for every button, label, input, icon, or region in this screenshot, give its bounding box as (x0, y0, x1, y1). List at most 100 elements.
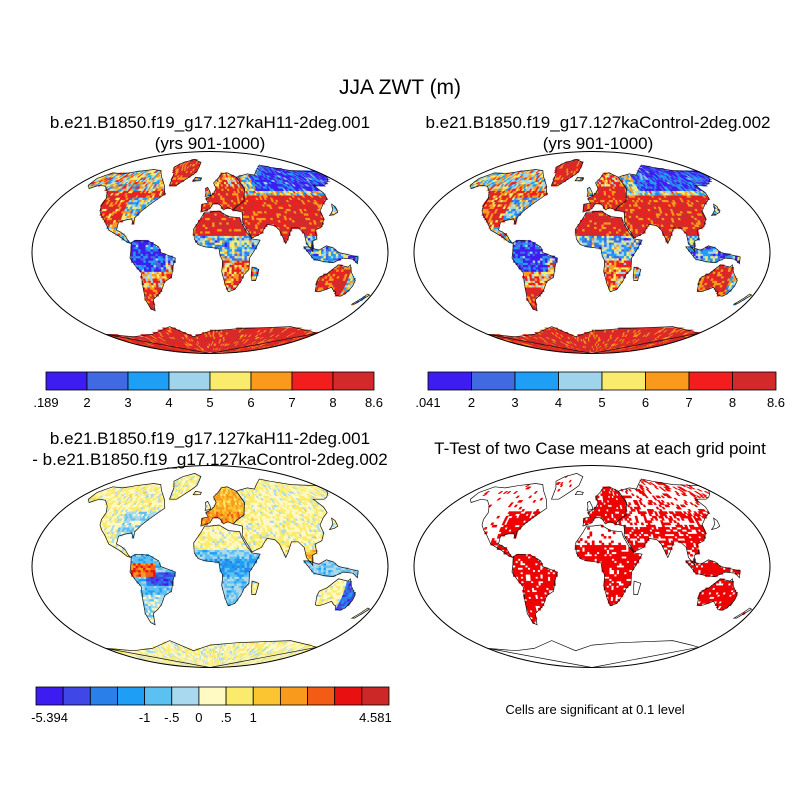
grid-cell (226, 226, 230, 230)
grid-cell (216, 213, 220, 216)
grid-cell (212, 235, 216, 239)
grid-cell (233, 219, 237, 223)
panel-3-title: b.e21.B1850.f19_g17.127kaH11-2deg.001 - … (30, 428, 390, 470)
grid-cell (208, 331, 211, 335)
grid-cell (246, 239, 250, 243)
grid-cell (202, 221, 206, 225)
grid-cell (143, 262, 147, 266)
grid-cell (160, 257, 164, 261)
panel-4-title: T-Test of two Case means at each grid po… (434, 439, 766, 458)
grid-cell (251, 242, 255, 245)
grid-cell (241, 237, 245, 241)
grid-cell (243, 264, 248, 268)
grid-cell (241, 255, 245, 259)
grid-cell (143, 242, 147, 245)
grid-cell (145, 253, 149, 257)
grid-cell (244, 257, 248, 261)
grid-cell (212, 242, 216, 245)
grid-cell (249, 221, 253, 225)
grid-cell (330, 253, 334, 257)
grid-cell (233, 226, 237, 230)
grid-cell (228, 224, 232, 227)
grid-cell (163, 264, 167, 268)
grid-cell (212, 239, 216, 243)
grid-cell (238, 228, 242, 232)
grid-cell (244, 251, 248, 254)
grid-cell (145, 248, 149, 252)
grid-cell (244, 239, 248, 243)
grid-cell (219, 235, 223, 239)
grid-cell (318, 253, 322, 257)
grid-cell (212, 221, 215, 225)
grid-cell (205, 219, 208, 223)
grid-cell (145, 244, 149, 248)
grid-cell (233, 278, 237, 281)
grid-cell (241, 269, 245, 272)
grid-cell (222, 244, 226, 248)
grid-cell (146, 269, 150, 272)
grid-cell (320, 257, 324, 261)
grid-cell (224, 228, 228, 232)
grid-cell (229, 246, 233, 250)
grid-cell (155, 248, 159, 252)
grid-cell (209, 228, 213, 232)
grid-cell (214, 244, 218, 248)
grid-cell (199, 237, 203, 241)
grid-cell (340, 253, 344, 257)
grid-cell (235, 219, 239, 223)
grid-cell (214, 221, 218, 225)
grid-cell (221, 266, 225, 270)
panel-3-title-line2: - b.e21.B1850.f19_g17.127kaControl-2deg.… (32, 450, 388, 469)
grid-cell (160, 260, 164, 263)
grid-cell (212, 233, 216, 236)
grid-cell (207, 197, 211, 200)
grid-cell (228, 280, 232, 284)
grid-cell (166, 271, 170, 275)
grid-cell (231, 251, 235, 254)
grid-cell (163, 269, 167, 272)
grid-cell (328, 248, 332, 252)
grid-cell (209, 235, 213, 239)
grid-cell (207, 242, 211, 245)
grid-cell (214, 213, 218, 216)
grid-cell (209, 217, 213, 221)
grid-cell (226, 230, 230, 234)
grid-cell (219, 244, 223, 248)
grid-cell (236, 246, 240, 250)
grid-cell (204, 235, 208, 239)
grid-cell (211, 197, 215, 200)
grid-cell (158, 264, 162, 268)
grid-cell (160, 255, 164, 259)
grid-cell (236, 242, 240, 245)
grid-cell (234, 260, 238, 263)
grid-cell (229, 266, 233, 270)
grid-cell (212, 224, 216, 227)
grid-cell (133, 244, 137, 248)
grid-cell (234, 255, 238, 259)
grid-cell (239, 246, 243, 250)
grid-cell (282, 235, 287, 239)
grid-cell (253, 228, 257, 232)
grid-cell (231, 228, 235, 232)
grid-cell (335, 253, 339, 257)
grid-cell (221, 230, 225, 234)
grid-cell (222, 246, 226, 250)
grid-cell (246, 244, 250, 248)
grid-cell (204, 237, 208, 241)
grid-cell (219, 228, 223, 232)
grid-cell (234, 233, 238, 236)
grid-cell (233, 282, 237, 286)
grid-cell (214, 228, 218, 232)
grid-cell (311, 253, 314, 257)
grid-cell (224, 271, 228, 275)
grid-cell (222, 257, 226, 261)
grid-cell (241, 244, 245, 248)
grid-cell (202, 219, 206, 223)
grid-cell (204, 226, 208, 230)
grid-cell (138, 244, 142, 248)
grid-cell (217, 242, 221, 245)
grid-cell (150, 262, 154, 266)
grid-cell (238, 226, 242, 230)
grid-cell (145, 260, 149, 263)
grid-cell (209, 233, 213, 236)
